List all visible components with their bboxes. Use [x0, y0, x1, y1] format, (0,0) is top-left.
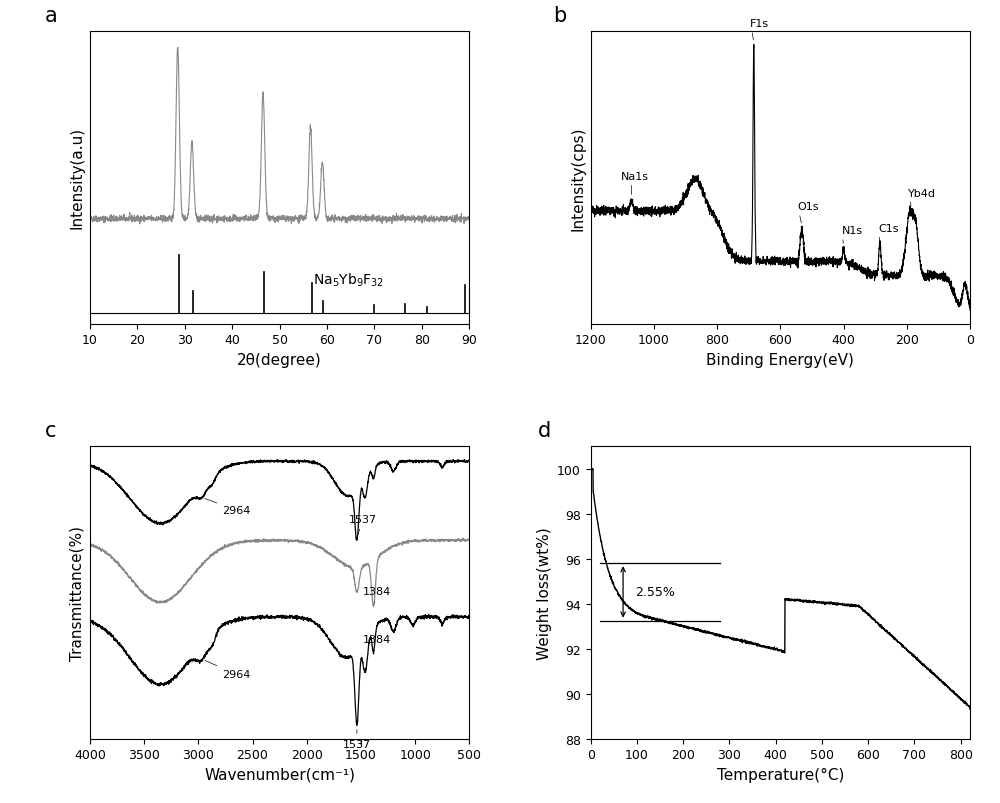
Text: N1s: N1s — [842, 226, 863, 236]
X-axis label: 2θ(degree): 2θ(degree) — [237, 353, 322, 367]
Text: d: d — [538, 421, 551, 441]
Y-axis label: Weight loss(wt%): Weight loss(wt%) — [537, 527, 552, 659]
Text: 1537: 1537 — [343, 730, 371, 749]
Text: O1s: O1s — [798, 202, 819, 212]
Text: 1537: 1537 — [349, 514, 377, 536]
Text: C1s: C1s — [878, 224, 899, 234]
Text: 1384: 1384 — [363, 586, 391, 603]
Text: 2.55%: 2.55% — [635, 585, 675, 599]
X-axis label: Binding Energy(eV): Binding Energy(eV) — [706, 353, 854, 367]
Text: Yb4d: Yb4d — [908, 189, 936, 198]
Y-axis label: Transmittance(%): Transmittance(%) — [69, 525, 84, 660]
Text: b: b — [553, 6, 566, 26]
Text: a: a — [44, 6, 57, 26]
X-axis label: Temperature(°C): Temperature(°C) — [717, 767, 844, 782]
Y-axis label: Intensity(cps): Intensity(cps) — [570, 126, 585, 230]
Text: 2964: 2964 — [205, 499, 251, 516]
X-axis label: Wavenumber(cm⁻¹): Wavenumber(cm⁻¹) — [204, 767, 355, 782]
Text: 2964: 2964 — [205, 661, 251, 679]
Text: c: c — [44, 421, 56, 441]
Text: Na$_5$Yb$_9$F$_{32}$: Na$_5$Yb$_9$F$_{32}$ — [313, 271, 384, 288]
Text: 1384: 1384 — [363, 634, 391, 651]
Y-axis label: Intensity(a.u): Intensity(a.u) — [69, 127, 84, 229]
Text: F1s: F1s — [750, 19, 769, 30]
Text: Na1s: Na1s — [621, 172, 649, 182]
